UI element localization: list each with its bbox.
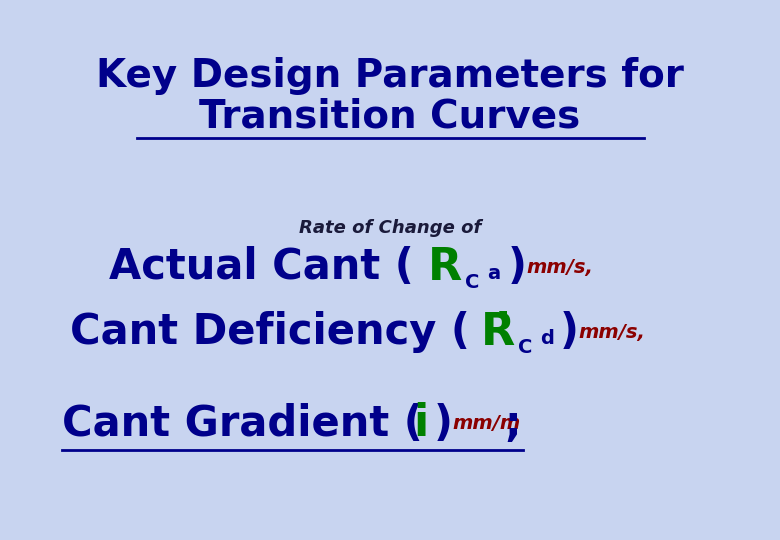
Text: ): ) xyxy=(508,246,526,288)
Text: Rate of Change of: Rate of Change of xyxy=(299,219,481,237)
Text: Actual Cant (: Actual Cant ( xyxy=(109,246,414,288)
Text: d: d xyxy=(540,329,554,348)
Text: a: a xyxy=(487,264,500,284)
Text: ): ) xyxy=(560,311,579,353)
Text: mm/s,: mm/s, xyxy=(579,322,646,342)
Text: mm/m: mm/m xyxy=(452,414,521,434)
Text: Transition Curves: Transition Curves xyxy=(200,97,580,135)
Text: R: R xyxy=(427,246,462,289)
Text: Cant Deficiency (: Cant Deficiency ( xyxy=(70,311,470,353)
Text: ): ) xyxy=(434,403,452,445)
Text: mm/s,: mm/s, xyxy=(526,258,594,277)
Text: Ṙ: Ṙ xyxy=(480,310,515,354)
Text: ;: ; xyxy=(505,403,521,445)
Text: i: i xyxy=(413,402,429,446)
Text: Key Design Parameters for: Key Design Parameters for xyxy=(96,57,684,94)
Text: C: C xyxy=(465,273,479,292)
Text: C: C xyxy=(518,338,532,357)
Text: Cant Gradient (: Cant Gradient ( xyxy=(62,403,423,445)
